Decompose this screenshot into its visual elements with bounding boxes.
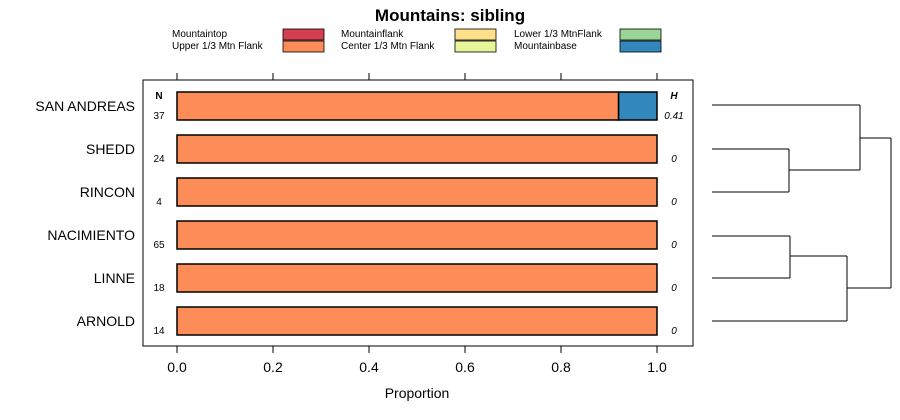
category-label: SHEDD (86, 141, 135, 157)
legend-swatch (454, 28, 497, 41)
x-tick-label: 0.6 (455, 359, 475, 375)
category-label: RINCON (80, 184, 135, 200)
n-value: 18 (153, 283, 165, 294)
legend-swatch (619, 28, 662, 41)
legend-label: Mountainflank (341, 29, 404, 40)
category-label: LINNE (94, 270, 135, 286)
bar-segment (176, 220, 658, 250)
h-value: 0.41 (664, 111, 683, 122)
n-value: 37 (153, 111, 165, 122)
dendrogram (712, 104, 892, 322)
x-axis: 0.0 0.2 0.4 0.6 0.8 1.0 (167, 73, 667, 375)
bar-segment (176, 91, 620, 121)
h-value: 0 (671, 240, 677, 251)
legend-swatch (282, 28, 325, 41)
legend-label: Mountaintop (172, 29, 227, 40)
category-label: SAN ANDREAS (35, 98, 135, 114)
bar-segment (176, 263, 658, 293)
x-tick-label: 0.0 (167, 359, 187, 375)
legend: Mountaintop Mountainflank Lower 1/3 MtnFla… (172, 28, 662, 53)
legend-label: Center 1/3 Mtn Flank (341, 41, 435, 52)
h-value: 0 (671, 283, 677, 294)
x-axis-title: Proportion (385, 385, 450, 401)
chart-title: Mountains: sibling (375, 6, 525, 25)
n-value: 65 (153, 240, 165, 251)
legend-swatch (619, 40, 662, 53)
n-column-header: N (155, 91, 162, 102)
n-value: 4 (156, 197, 162, 208)
legend-label: Mountainbase (514, 41, 577, 52)
h-column-header: H (670, 91, 678, 102)
legend-swatch (454, 40, 497, 53)
x-tick-label: 0.2 (263, 359, 283, 375)
h-value: 0 (671, 197, 677, 208)
bar-segment (176, 177, 658, 207)
x-tick-label: 0.8 (551, 359, 571, 375)
h-value: 0 (671, 326, 677, 337)
x-tick-label: 0.4 (359, 359, 379, 375)
plot-frame (142, 79, 694, 347)
bar-segment (617, 91, 658, 121)
x-tick-label: 1.0 (647, 359, 667, 375)
category-label: ARNOLD (77, 313, 135, 329)
bar-segment (176, 134, 658, 164)
n-value: 24 (153, 154, 165, 165)
legend-swatch (282, 40, 325, 53)
legend-label: Lower 1/3 MtnFlank (514, 29, 603, 40)
category-label: NACIMIENTO (47, 227, 135, 243)
bar-segment (176, 306, 658, 336)
bars: SAN ANDREAS 37 0.41 SHEDD 24 0 RINCON 4 0 NACIMIE… (35, 91, 684, 337)
h-value: 0 (671, 154, 677, 165)
n-value: 14 (153, 326, 165, 337)
legend-label: Upper 1/3 Mtn Flank (172, 41, 264, 52)
